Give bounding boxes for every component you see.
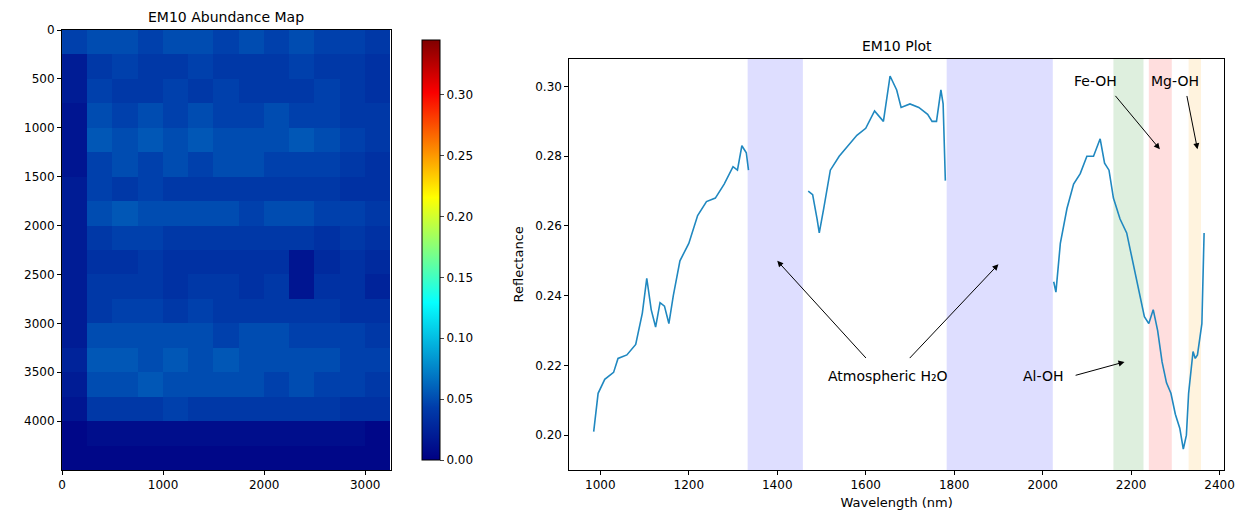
svg-text:2000: 2000 <box>249 478 280 492</box>
svg-text:0.25: 0.25 <box>446 149 473 163</box>
svg-text:0.30: 0.30 <box>446 88 473 102</box>
svg-text:0.30: 0.30 <box>535 80 562 94</box>
svg-text:1800: 1800 <box>939 478 970 492</box>
svg-text:Al-OH: Al-OH <box>1023 368 1063 384</box>
svg-text:500: 500 <box>32 72 55 86</box>
svg-text:1200: 1200 <box>674 478 705 492</box>
svg-text:Reflectance: Reflectance <box>511 226 526 302</box>
svg-text:0.28: 0.28 <box>535 149 562 163</box>
svg-text:3500: 3500 <box>24 365 55 379</box>
svg-text:1400: 1400 <box>762 478 793 492</box>
svg-text:EM10 Plot: EM10 Plot <box>862 38 932 54</box>
svg-text:EM10 Abundance Map: EM10 Abundance Map <box>148 9 304 25</box>
svg-text:1000: 1000 <box>24 121 55 135</box>
svg-text:0.26: 0.26 <box>535 219 562 233</box>
svg-text:4000: 4000 <box>24 414 55 428</box>
svg-text:0.10: 0.10 <box>446 331 473 345</box>
svg-text:0: 0 <box>58 478 66 492</box>
svg-text:0.24: 0.24 <box>535 289 562 303</box>
svg-text:Atmospheric H₂O: Atmospheric H₂O <box>828 368 948 384</box>
svg-text:0.00: 0.00 <box>446 453 473 467</box>
svg-text:1500: 1500 <box>24 170 55 184</box>
svg-text:3000: 3000 <box>350 478 381 492</box>
svg-text:0.22: 0.22 <box>535 359 562 373</box>
svg-text:Mg-OH: Mg-OH <box>1151 73 1199 89</box>
svg-text:3000: 3000 <box>24 317 55 331</box>
svg-text:0.15: 0.15 <box>446 271 473 285</box>
svg-text:0.05: 0.05 <box>446 392 473 406</box>
svg-text:0.20: 0.20 <box>446 210 473 224</box>
svg-text:2000: 2000 <box>24 219 55 233</box>
svg-text:Wavelength (nm): Wavelength (nm) <box>841 495 953 510</box>
svg-text:1600: 1600 <box>850 478 881 492</box>
svg-text:1000: 1000 <box>148 478 179 492</box>
svg-text:Fe-OH: Fe-OH <box>1074 73 1117 89</box>
svg-text:2200: 2200 <box>1116 478 1147 492</box>
svg-text:0: 0 <box>47 23 55 37</box>
svg-text:1000: 1000 <box>585 478 616 492</box>
svg-text:2500: 2500 <box>24 268 55 282</box>
svg-text:2000: 2000 <box>1027 478 1058 492</box>
svg-text:0.20: 0.20 <box>535 428 562 442</box>
svg-text:2400: 2400 <box>1204 478 1235 492</box>
